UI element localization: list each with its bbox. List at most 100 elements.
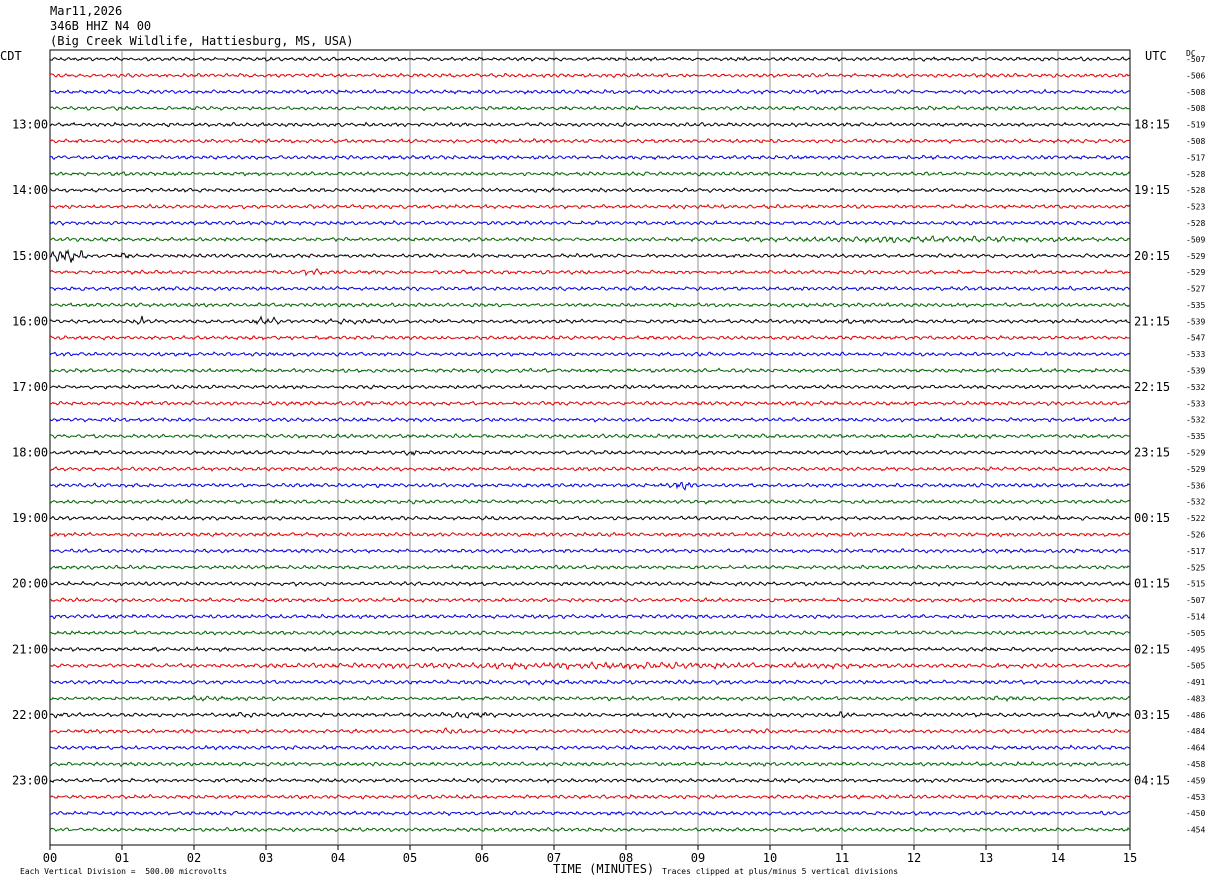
dc-offset-label: -528 [1186,219,1205,228]
x-tick-label: 13 [979,851,993,865]
dc-offset-label: -509 [1186,235,1205,244]
trace-line [49,466,1131,472]
dc-offset-label: -508 [1186,104,1205,113]
dc-offset-label: -517 [1186,547,1205,556]
x-axis-title: TIME (MINUTES) [553,862,655,876]
utc-hour-label: 03:15 [1134,708,1170,722]
trace-line [49,744,1131,751]
utc-hour-label: 21:15 [1134,314,1170,328]
trace-line [49,596,1130,604]
trace-line [49,793,1131,800]
cdt-hour-label: 21:00 [12,642,48,656]
cdt-hour-label: 23:00 [12,773,48,787]
x-tick-label: 14 [1051,851,1065,865]
trace-line [49,694,1131,703]
dc-offset-label: -529 [1186,449,1205,458]
trace-line [49,629,1131,637]
trace-line [49,580,1131,587]
dc-offset-label: -532 [1186,383,1205,392]
trace-line [49,710,1131,719]
dc-offset-label: -519 [1186,121,1205,130]
dc-offset-label: -523 [1186,203,1205,212]
trace-line [49,498,1131,505]
dc-offset-label: -495 [1186,645,1205,654]
x-tick-label: 08 [619,851,633,865]
trace-line [49,285,1131,292]
utc-hour-label: 19:15 [1134,183,1170,197]
seismic-traces [49,56,1131,833]
cdt-hour-label: 19:00 [12,511,48,525]
cdt-hour-label: 13:00 [12,118,48,132]
dc-offset-label: -525 [1186,563,1205,572]
utc-hour-label: 01:15 [1134,577,1170,591]
cdt-hour-label: 16:00 [12,314,48,328]
dc-offset-label: -459 [1186,776,1205,785]
dc-offset-label: -515 [1186,580,1205,589]
dc-offset-label: -532 [1186,416,1205,425]
trace-line [49,315,1131,326]
dc-offset-label: -536 [1186,481,1205,490]
trace-line [49,154,1131,161]
dc-label: DC [1186,49,1196,58]
cdt-hour-label: 14:00 [12,183,48,197]
trace-line [49,760,1130,768]
trace-line [49,267,1131,277]
time-axis: 00 01 02 03 04 05 06 07 08 09 10 11 12 13 14 15 [43,845,1137,865]
trace-line [49,170,1131,177]
dc-offset-label: -529 [1186,252,1205,261]
location-label: (Big Creek Wildlife, Hattiesburg, MS, US… [50,34,354,48]
trace-line [49,547,1131,554]
dc-offset-label: -535 [1186,432,1205,441]
dc-offset-label: -507 [1186,596,1205,605]
cdt-hour-label: 18:00 [12,446,48,460]
dc-offset-label: -526 [1186,530,1205,539]
plot-frame [49,49,1131,846]
dc-offset-label: -507 [1186,55,1205,64]
dc-offset-label: -547 [1186,334,1205,343]
dc-offset-label: -486 [1186,711,1205,720]
dc-offset-label: -453 [1186,793,1205,802]
trace-line [49,613,1131,620]
trace-line [49,826,1131,833]
dc-offset-label: -528 [1186,170,1205,179]
dc-offset-label: -505 [1186,662,1205,671]
dc-offset-label: -464 [1186,744,1205,753]
trace-line [49,248,1131,263]
utc-hour-label: 22:15 [1134,380,1170,394]
trace-line [49,203,1131,210]
x-tick-label: 03 [259,851,273,865]
trace-line [49,531,1131,538]
trace-line [49,334,1131,341]
trace-line [49,187,1131,193]
date-label: Mar11,2026 [50,4,123,18]
dc-offset-label: -539 [1186,317,1205,326]
x-tick-label: 09 [691,851,705,865]
x-tick-label: 04 [331,851,345,865]
dc-offset-label: -527 [1186,285,1205,294]
utc-hour-label: 00:15 [1134,511,1170,525]
dc-offset-label: -529 [1186,465,1205,474]
x-tick-label: 10 [763,851,777,865]
dc-offset-label: -532 [1186,498,1205,507]
dc-offset-label: -522 [1186,514,1205,523]
hour-labels: 13:00 18:15 14:00 19:15 15:00 20:15 16:00 21:15… [12,118,1170,788]
x-tick-label: 02 [187,851,201,865]
x-tick-label: 12 [907,851,921,865]
x-tick-label: 15 [1123,851,1137,865]
dc-offset-label: -450 [1186,809,1205,818]
cdt-hour-label: 22:00 [12,708,48,722]
cdt-hour-label: 20:00 [12,577,48,591]
trace-line [49,400,1131,407]
utc-hour-label: 02:15 [1134,642,1170,656]
dc-offset-label: -508 [1186,137,1205,146]
dc-offset-label: -529 [1186,268,1205,277]
scale-note: Each Vertical Division = 500.00 microvol… [20,867,228,876]
trace-line [49,121,1131,128]
dc-offset-label: -454 [1186,826,1205,835]
dc-offset-label: -517 [1186,153,1205,162]
x-tick-label: 00 [43,851,57,865]
dc-offset-label: -508 [1186,88,1205,97]
dc-offset-label: -535 [1186,301,1205,310]
dc-offset-label: -533 [1186,350,1205,359]
